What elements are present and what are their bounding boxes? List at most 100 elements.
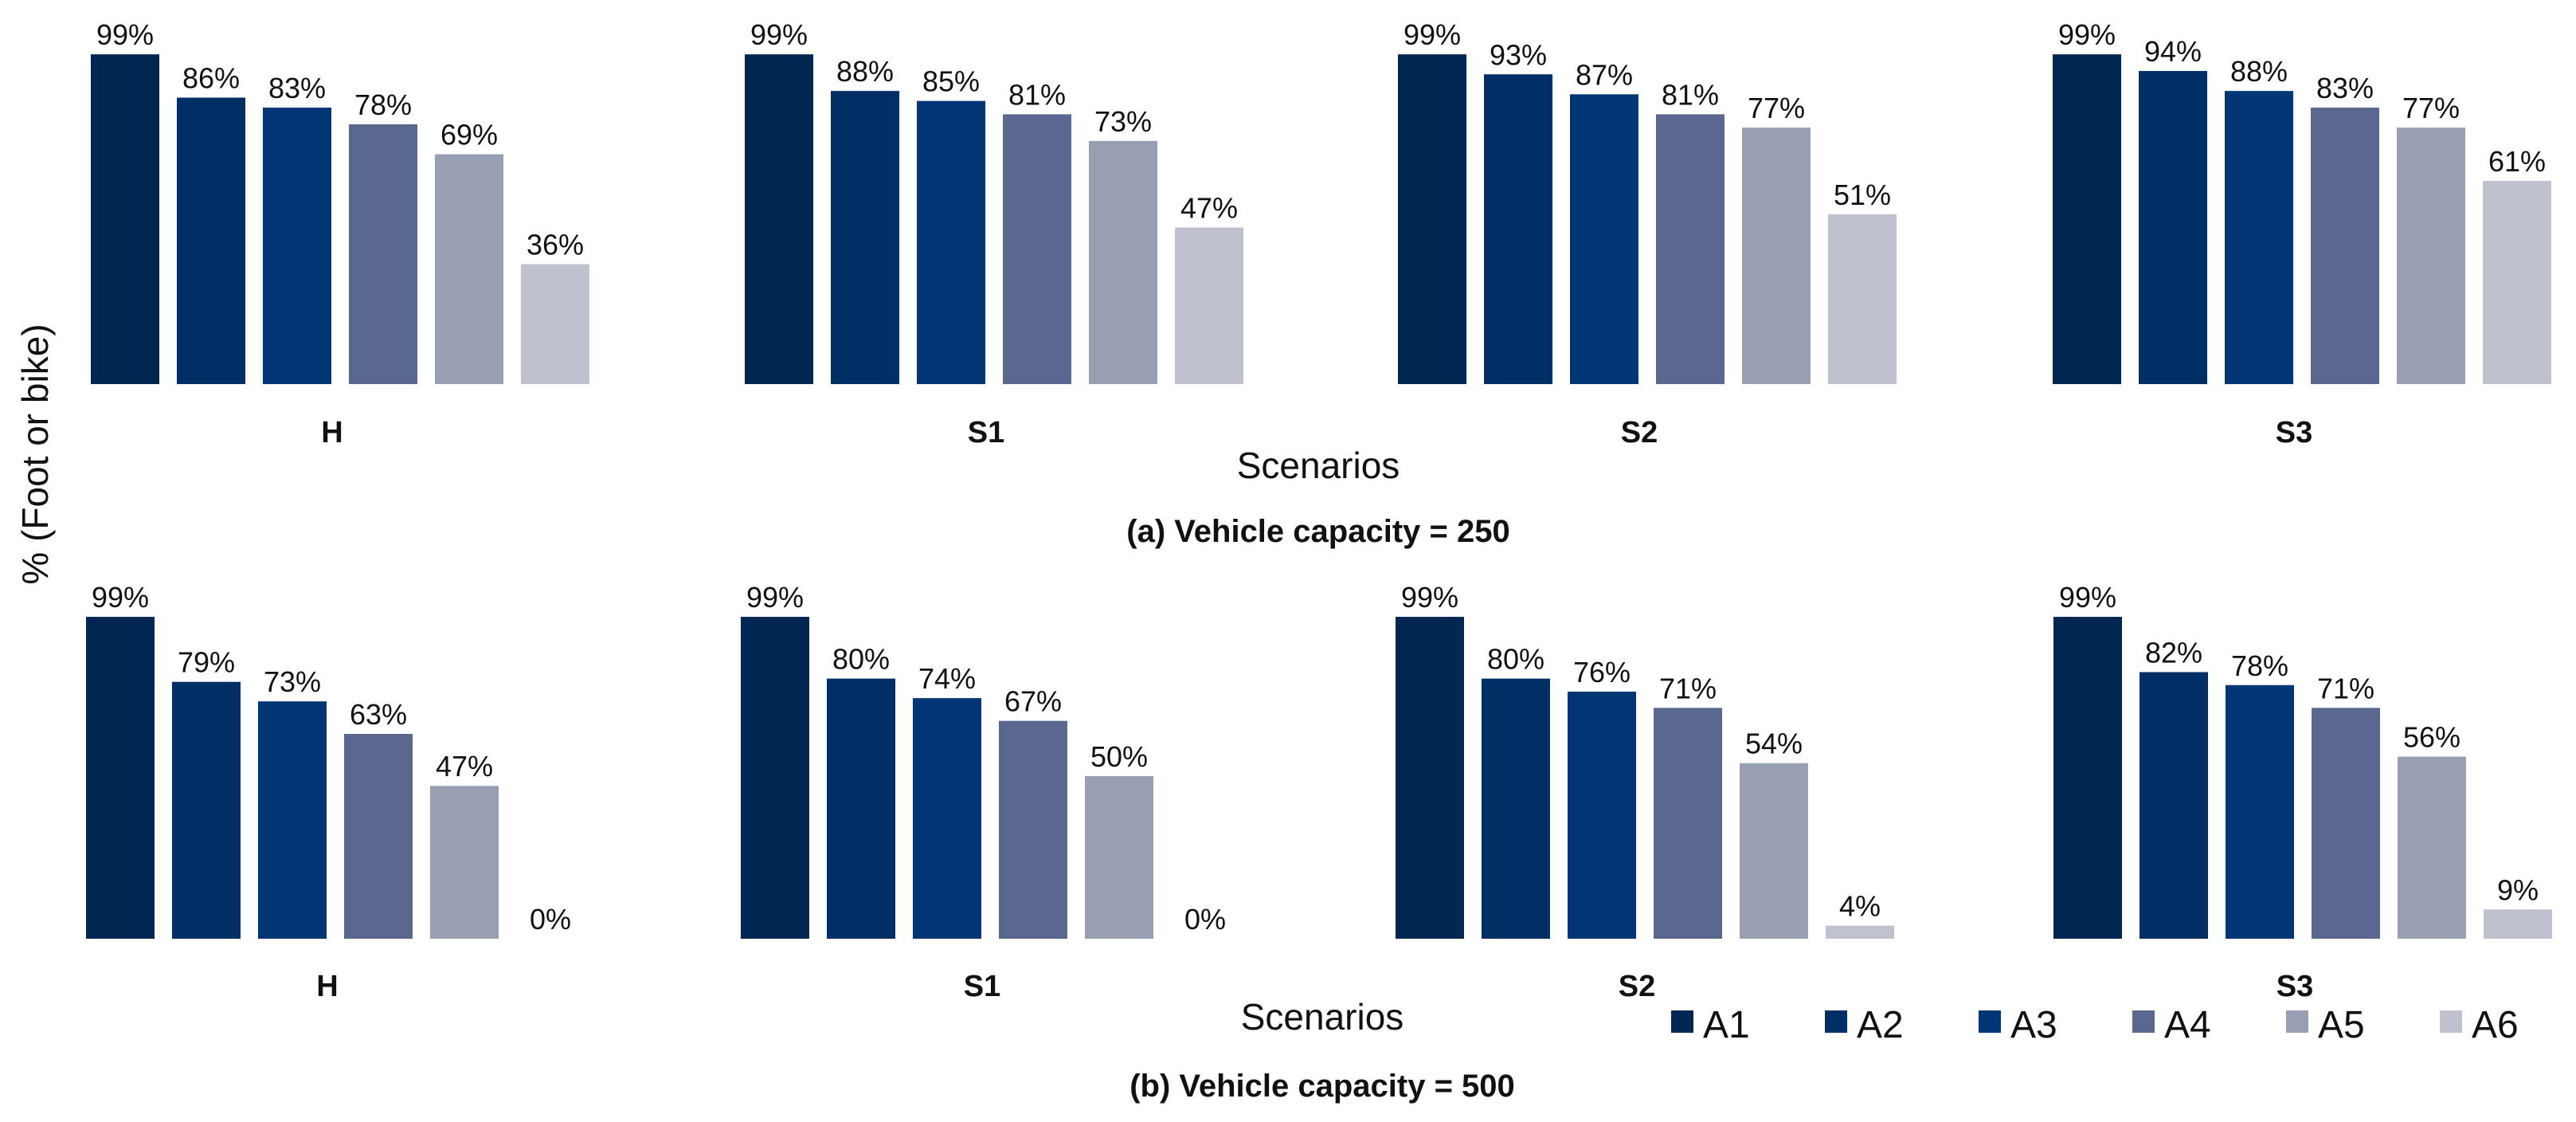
data-label-s1-a3: 85% bbox=[922, 65, 980, 98]
data-label-s2-a4: 71% bbox=[1659, 672, 1717, 704]
data-label-s1-a5: 73% bbox=[1094, 105, 1152, 138]
data-label-s3-a1: 99% bbox=[2059, 581, 2116, 614]
category-label-s3: S3 bbox=[2276, 416, 2312, 449]
bar-h-a5 bbox=[435, 154, 503, 384]
data-label-s2-a6: 51% bbox=[1834, 178, 1891, 211]
bar-s1-a1 bbox=[741, 617, 809, 939]
category-label-s2: S2 bbox=[1619, 970, 1655, 1003]
y-axis-label: % (Foot or bike) bbox=[14, 324, 56, 584]
data-label-s3-a3: 78% bbox=[2231, 649, 2288, 682]
data-label-h-a4: 63% bbox=[350, 698, 407, 731]
bar-s1-a2 bbox=[831, 91, 899, 384]
data-label-s1-a5: 50% bbox=[1090, 740, 1148, 773]
legend-label-a1: A1 bbox=[1703, 1004, 1750, 1046]
bar-s3-a4 bbox=[2311, 108, 2379, 384]
panel-b-title: (b) Vehicle capacity = 500 bbox=[1129, 1069, 1515, 1104]
data-label-h-a6: 36% bbox=[527, 229, 584, 261]
bar-s3-a1 bbox=[2053, 617, 2122, 939]
data-label-h-a2: 79% bbox=[178, 646, 235, 679]
data-label-s2-a6: 4% bbox=[1839, 890, 1881, 923]
bar-h-a2 bbox=[177, 97, 245, 385]
data-label-h-a5: 69% bbox=[440, 119, 498, 151]
legend-swatch-a5 bbox=[2286, 1010, 2308, 1033]
bar-h-a6 bbox=[521, 264, 589, 384]
bar-s3-a2 bbox=[2139, 672, 2208, 939]
category-label-s2: S2 bbox=[1621, 416, 1658, 449]
data-label-s1-a6: 47% bbox=[1180, 192, 1238, 225]
data-label-s2-a2: 80% bbox=[1487, 643, 1544, 676]
bar-s3-a2 bbox=[2139, 71, 2207, 384]
data-label-s3-a6: 9% bbox=[2497, 873, 2539, 906]
bar-s3-a3 bbox=[2225, 91, 2293, 384]
data-label-s2-a3: 76% bbox=[1573, 656, 1631, 688]
legend-label-a2: A2 bbox=[1857, 1004, 1904, 1046]
bar-s3-a3 bbox=[2226, 685, 2294, 939]
data-label-s3-a6: 61% bbox=[2488, 145, 2546, 178]
bar-h-a3 bbox=[263, 108, 331, 384]
data-label-h-a4: 78% bbox=[354, 88, 412, 121]
bar-s3-a6 bbox=[2484, 909, 2552, 939]
data-label-h-a3: 83% bbox=[268, 72, 326, 104]
bar-s3-a1 bbox=[2053, 54, 2121, 385]
bar-h-a5 bbox=[430, 786, 499, 939]
data-label-h-a1: 99% bbox=[92, 581, 149, 614]
panel-b-vehicle-capacity-500: 99% 79% 73% 63% 47% 0% H 99% 80% 74% 67% 50% 0% S1 99%… bbox=[86, 581, 2552, 1003]
data-label-s3-a4: 83% bbox=[2316, 72, 2374, 104]
bar-s2-a6 bbox=[1828, 214, 1897, 384]
bar-s2-a2 bbox=[1484, 74, 1552, 384]
data-label-s1-a1: 99% bbox=[750, 18, 808, 51]
bar-s1-a4 bbox=[999, 720, 1067, 939]
bar-h-a1 bbox=[86, 617, 155, 939]
category-label-s1: S1 bbox=[968, 416, 1004, 449]
data-label-s2-a3: 87% bbox=[1576, 58, 1633, 91]
data-label-s3-a1: 99% bbox=[2058, 18, 2116, 51]
bar-s2-a1 bbox=[1398, 54, 1466, 385]
legend-label-a5: A5 bbox=[2318, 1004, 2365, 1046]
data-label-s1-a4: 67% bbox=[1004, 685, 1062, 718]
data-label-s3-a3: 88% bbox=[2230, 55, 2288, 88]
panel-a-title: (a) Vehicle capacity = 250 bbox=[1126, 514, 1509, 549]
data-label-s3-a5: 77% bbox=[2402, 92, 2460, 124]
bar-s1-a5 bbox=[1089, 140, 1157, 385]
legend-swatch-a4 bbox=[2132, 1010, 2155, 1033]
data-label-h-a2: 86% bbox=[182, 62, 240, 95]
bar-s1-a3 bbox=[917, 100, 985, 384]
bar-s2-a4 bbox=[1654, 708, 1722, 939]
bar-s1-a3 bbox=[913, 698, 981, 939]
bar-s2-a5 bbox=[1742, 128, 1811, 384]
data-label-s2-a5: 54% bbox=[1745, 728, 1803, 760]
data-label-s2-a1: 99% bbox=[1403, 18, 1461, 51]
bar-h-a4 bbox=[349, 124, 417, 384]
data-label-s1-a1: 99% bbox=[746, 581, 804, 614]
bar-s1-a2 bbox=[827, 678, 895, 939]
data-label-s3-a4: 71% bbox=[2317, 672, 2374, 704]
legend-label-a6: A6 bbox=[2472, 1004, 2519, 1046]
bar-s1-a5 bbox=[1085, 776, 1153, 939]
category-label-h: H bbox=[321, 416, 343, 449]
data-label-s1-a4: 81% bbox=[1008, 78, 1066, 111]
bar-s2-a2 bbox=[1482, 678, 1550, 939]
legend: A1 A2 A3 A4 A5 A6 bbox=[1671, 1004, 2519, 1046]
bar-s2-a1 bbox=[1396, 617, 1464, 939]
data-label-h-a3: 73% bbox=[264, 665, 321, 698]
bar-s2-a4 bbox=[1656, 114, 1725, 385]
bar-s2-a3 bbox=[1568, 691, 1636, 939]
bar-s1-a6 bbox=[1175, 227, 1243, 384]
data-label-s2-a2: 93% bbox=[1490, 38, 1547, 71]
legend-swatch-a2 bbox=[1825, 1010, 1847, 1033]
data-label-s1-a2: 88% bbox=[836, 55, 894, 88]
bar-s3-a5 bbox=[2397, 128, 2465, 384]
bar-h-a2 bbox=[172, 681, 241, 939]
data-label-s2-a5: 77% bbox=[1748, 92, 1805, 124]
data-label-s3-a2: 94% bbox=[2144, 35, 2202, 68]
legend-label-a4: A4 bbox=[2164, 1004, 2211, 1046]
bar-s1-a1 bbox=[745, 54, 813, 385]
legend-swatch-a3 bbox=[1979, 1010, 2001, 1033]
data-label-s1-a3: 74% bbox=[918, 662, 976, 695]
data-label-h-a5: 47% bbox=[436, 750, 493, 783]
panel-b-x-axis-label: Scenarios bbox=[1241, 996, 1404, 1038]
data-label-s1-a6: 0% bbox=[1184, 903, 1226, 936]
data-label-s1-a2: 80% bbox=[832, 643, 890, 676]
data-label-h-a6: 0% bbox=[530, 903, 571, 936]
bar-s3-a6 bbox=[2483, 181, 2551, 384]
